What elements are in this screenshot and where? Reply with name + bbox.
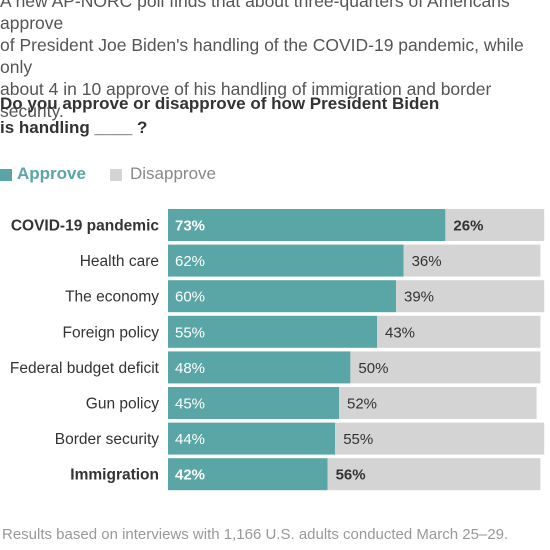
category-label: Health care [80, 253, 159, 270]
data-label-disapprove: 43% [385, 324, 415, 341]
category-label: Immigration [70, 467, 159, 484]
category-label: Foreign policy [63, 324, 160, 341]
footnote: Results based on interviews with 1,166 U… [2, 526, 509, 543]
bar-approve [168, 458, 328, 491]
category-label: COVID-19 pandemic [11, 218, 160, 235]
data-label-approve: 73% [175, 218, 205, 235]
intro-text: A new AP-NORC poll finds that about thre… [0, 0, 550, 122]
legend-swatch-disapprove [110, 169, 122, 181]
data-label-disapprove: 36% [412, 253, 442, 270]
category-label: Federal budget deficit [10, 360, 160, 377]
data-label-approve: 44% [175, 431, 205, 448]
bar-approve [168, 280, 396, 313]
data-label-disapprove: 55% [343, 431, 373, 448]
category-label: The economy [65, 289, 159, 306]
data-label-approve: 45% [175, 396, 205, 413]
bar-approve [168, 351, 351, 384]
intro-line-1: A new AP-NORC poll finds that about thre… [0, 0, 510, 33]
bar-disapprove [339, 387, 537, 419]
data-label-disapprove: 26% [453, 218, 483, 235]
bar-disapprove [403, 244, 541, 277]
intro-line-2: of President Joe Biden's handling of the… [0, 35, 524, 77]
intro-line-3: about 4 in 10 approve of his handling of… [0, 79, 492, 121]
legend-swatch-approve [0, 169, 12, 181]
question-line-1: Do you approve or disapprove of how Pres… [0, 94, 440, 113]
bar-approve [168, 209, 446, 241]
legend-label-disapprove: Disapprove [130, 164, 216, 183]
bar-approve [168, 387, 339, 419]
category-label: Gun policy [86, 396, 159, 413]
data-label-approve: 60% [175, 289, 205, 306]
bar-disapprove [335, 422, 545, 455]
question-line-2: is handling ____ ? [0, 118, 148, 137]
bar-disapprove [445, 209, 545, 241]
data-label-disapprove: 39% [404, 289, 434, 306]
data-label-approve: 62% [175, 253, 205, 270]
bar-chart: COVID-19 pandemic 73% 26% Health care 62% 36%… [10, 209, 545, 491]
data-label-approve: 48% [175, 360, 205, 377]
bar-approve [168, 244, 404, 277]
bar-disapprove [396, 280, 545, 313]
bar-disapprove [327, 458, 541, 491]
data-label-disapprove: 50% [358, 360, 388, 377]
legend-label-approve: Approve [17, 164, 86, 183]
data-label-approve: 42% [175, 467, 205, 484]
bar-approve [168, 315, 377, 348]
question-title: Do you approve or disapprove of how Pres… [0, 92, 550, 140]
category-label: Border security [55, 431, 159, 448]
data-label-disapprove: 52% [347, 396, 377, 413]
data-label-approve: 55% [175, 324, 205, 341]
data-label-disapprove: 56% [336, 467, 366, 484]
bar-disapprove [350, 351, 541, 384]
bar-disapprove [377, 315, 541, 348]
bar-approve [168, 422, 336, 455]
